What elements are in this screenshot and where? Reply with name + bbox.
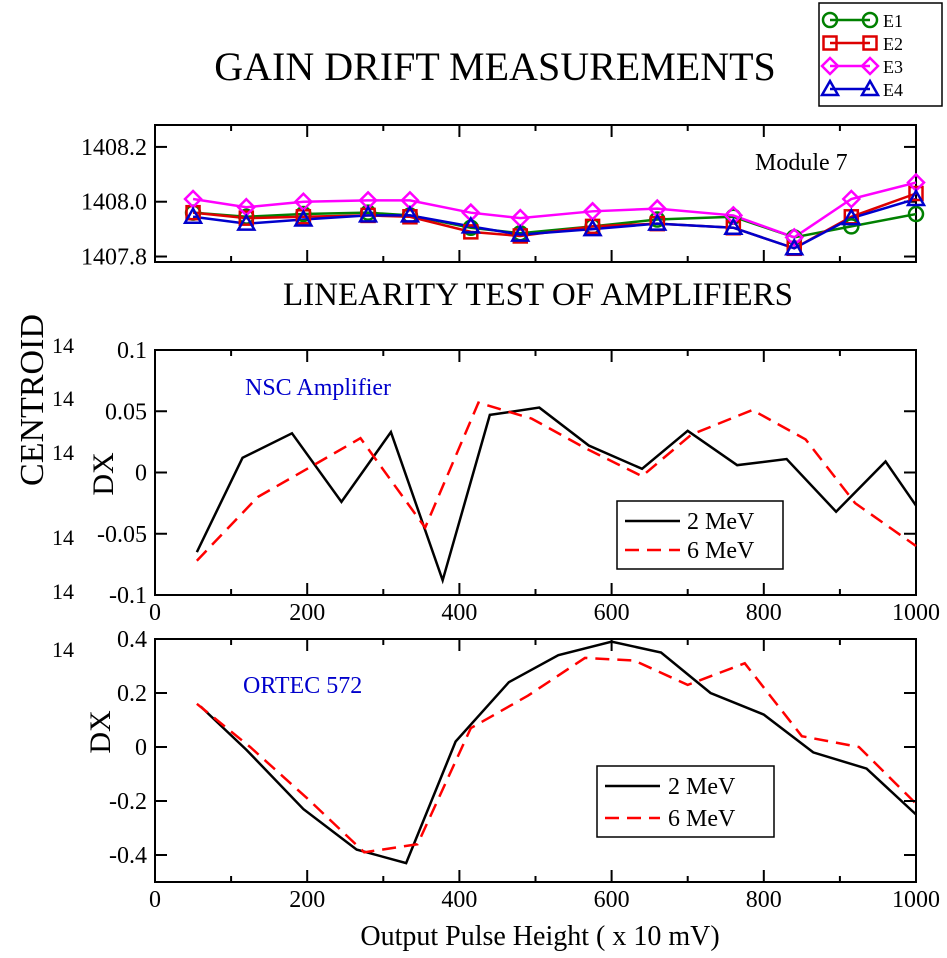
nsc-panel: NSC Amplifier DX 2 MeV 6 MeV -0.1 -0.05 0 0… [87,338,940,626]
ghost-tick: 14 [52,637,74,662]
ortec-ytick-label: 0 [135,735,147,761]
ortec-panel: ORTEC 572 DX Output Pulse Height ( x 10 … [84,627,940,952]
nsc-annotation: NSC Amplifier [245,375,391,401]
ortec-xtick-label: 600 [594,887,630,913]
ortec-legend-box [596,765,775,838]
ortec-annotation: ORTEC 572 [243,673,362,699]
data-point-e2 [238,210,255,226]
nsc-legend-label-2mev: 2 MeV [687,509,755,535]
nsc-ylabel: DX [87,452,120,496]
nsc-legend: 2 MeV 6 MeV [616,500,784,570]
nsc-xtick-label: 400 [441,600,477,626]
ortec-ylabel: DX [84,710,117,754]
legend-marker-e3 [860,56,880,76]
series-line-e3 [192,181,917,239]
data-point-e4 [582,218,603,237]
data-point-e4 [905,188,927,207]
figure-title: GAIN DRIFT MEASUREMENTS [214,44,776,89]
ghost-tick: 14 [52,440,74,465]
data-point-e4 [723,217,744,235]
legend-label-e2: E2 [883,34,903,54]
series-line-e4 [192,197,917,250]
data-point-e4 [460,215,481,234]
data-point-e3 [784,227,805,248]
nsc-xtick-label: 600 [594,600,630,626]
gain-legend: E1 E2 E3 E4 [818,2,943,107]
data-point-e4 [293,209,314,227]
data-point-e4 [236,213,257,231]
data-point-e3 [723,205,744,226]
data-point-e4 [357,204,379,223]
nsc-xtick-label: 1000 [892,600,940,626]
legend-marker-e2 [822,35,838,51]
nsc-series-line-2-mev [195,406,918,585]
data-point-e4 [510,224,531,242]
gain-drift-panel: Module 7 1407.8 1408.0 1408.2 [81,124,927,271]
gain-ytick-label: 1408.2 [81,135,147,161]
gain-ytick-label: 1408.0 [81,190,147,216]
ortec-xtick-label: 800 [746,887,782,913]
nsc-legend-label-6mev: 6 MeV [687,538,755,564]
ortec-legend-label-6mev: 6 MeV [668,806,736,832]
legend-label-e1: E1 [883,11,903,31]
figure-subtitle: LINEARITY TEST OF AMPLIFIERS [283,277,793,313]
data-point-e4 [182,206,204,225]
nsc-ytick-label: 0 [135,461,147,487]
data-point-e4 [647,213,668,231]
nsc-ytick-label: 0.1 [117,338,147,364]
data-point-e1 [907,205,925,223]
nsc-ytick-label: 0.05 [105,399,147,425]
legend-marker-e2 [862,35,878,51]
ortec-xtick-label: 0 [149,887,161,913]
nsc-legend-box [616,500,784,570]
nsc-xtick-label: 200 [289,600,325,626]
ortec-ytick-label: -0.4 [109,843,147,869]
ortec-ytick-label: 0.4 [117,627,147,653]
nsc-ytick-label: -0.1 [109,583,147,609]
ortec-xtick-label: 200 [289,887,325,913]
legend-marker-e1 [821,11,839,29]
nsc-xtick-label: 800 [746,600,782,626]
data-point-e3 [841,189,862,209]
ortec-xlabel: Output Pulse Height ( x 10 mV) [360,921,719,952]
legend-marker-e4 [819,78,841,97]
ortec-xtick-label: 400 [441,887,477,913]
ortec-series-line-2-mev [199,640,917,865]
ortec-legend: 2 MeV 6 MeV [596,765,775,838]
data-point-e4 [784,237,805,256]
ghost-tick: 14 [52,386,74,411]
ortec-legend-label-2mev: 2 MeV [668,774,736,800]
nsc-ytick-label: -0.05 [97,522,147,548]
data-point-e4 [841,207,862,226]
legend-label-e3: E3 [883,57,903,77]
gain-ytick-label: 1407.8 [81,245,147,271]
ortec-ytick-label: 0.2 [117,681,147,707]
ghost-tick: 14 [52,525,74,550]
nsc-series-line-6-mev [195,401,917,562]
legend-marker-e1 [861,11,879,29]
data-point-e4 [399,204,421,223]
ghost-tick: 14 [52,579,74,604]
ghost-tick: 14 [52,333,74,358]
module-annotation: Module 7 [755,150,848,176]
data-point-e2 [908,185,924,202]
legend-label-e4: E4 [883,80,903,100]
data-point-e1 [843,218,860,235]
ortec-xtick-label: 1000 [892,887,940,913]
nsc-xtick-label: 0 [149,600,161,626]
legend-marker-e3 [820,56,840,76]
ortec-series-line-6-mev [196,656,917,854]
ortec-ytick-label: -0.2 [109,789,147,815]
legend-marker-e4 [859,78,881,97]
centroid-label: CENTROID [14,314,51,486]
